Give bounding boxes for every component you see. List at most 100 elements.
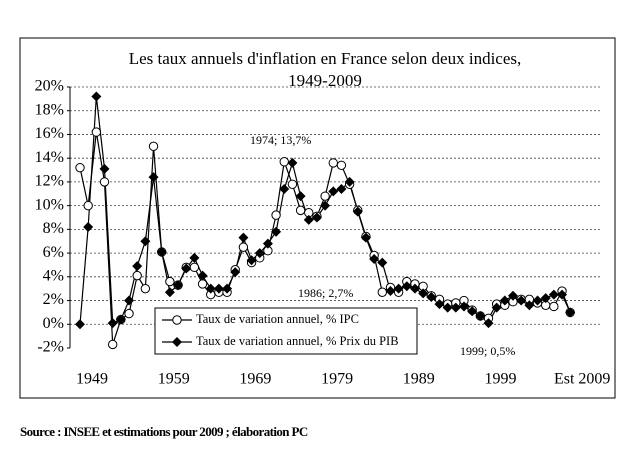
x-tick-label: 1999 [485, 371, 517, 388]
marker [548, 289, 559, 300]
marker [377, 257, 388, 268]
marker [189, 252, 200, 263]
marker [557, 289, 568, 300]
x-tick-label: 1969 [239, 371, 271, 388]
marker [434, 299, 445, 310]
marker [75, 319, 85, 330]
marker [246, 255, 257, 266]
marker [99, 177, 110, 187]
legend: Taux de variation annuel, % IPC Taux de v… [154, 307, 418, 355]
marker [238, 242, 249, 252]
marker [75, 162, 85, 173]
y-tick-label: 4% [43, 267, 64, 284]
marker [409, 283, 420, 294]
marker [197, 270, 208, 281]
chart-title: 1949-2009 [288, 71, 362, 90]
marker [377, 287, 387, 297]
legend-box [154, 307, 418, 355]
marker [344, 176, 355, 187]
y-tick-label: 20% [35, 78, 64, 95]
annotation: 1974; 13,7% [250, 133, 311, 147]
y-tick-label: 2% [43, 291, 64, 308]
marker [565, 307, 576, 318]
annotation: 1986; 2,7% [298, 286, 353, 300]
marker [287, 157, 298, 168]
marker [336, 160, 347, 171]
marker [491, 302, 502, 313]
y-tick-label: 6% [43, 244, 64, 261]
marker [524, 300, 535, 311]
x-tick-label: 1949 [76, 371, 108, 388]
marker [442, 302, 453, 313]
marker [238, 232, 249, 243]
x-tick-label: 1979 [321, 371, 353, 388]
marker [320, 191, 330, 201]
marker [549, 301, 559, 312]
marker [303, 214, 314, 225]
marker [369, 254, 380, 265]
marker [295, 205, 306, 216]
marker [148, 172, 159, 183]
marker [140, 236, 151, 247]
marker [540, 293, 551, 304]
marker [230, 267, 241, 278]
marker [115, 314, 126, 325]
marker [328, 158, 338, 168]
marker [401, 281, 412, 292]
y-tick-label: 0% [43, 315, 64, 332]
x-tick-label: Est 2009 [554, 371, 610, 388]
marker [311, 212, 322, 223]
marker [532, 295, 543, 306]
y-tick-label: -2% [37, 339, 64, 356]
legend-marker [172, 337, 182, 347]
marker [467, 306, 478, 317]
y-tick-label: 12% [35, 173, 64, 190]
marker [320, 200, 331, 211]
marker [107, 339, 118, 350]
y-tick-label: 16% [35, 125, 64, 142]
marker [385, 286, 396, 297]
chart-frame [19, 37, 616, 399]
y-tick-label: 10% [35, 196, 64, 213]
marker [287, 179, 298, 189]
marker [499, 295, 510, 306]
source-note: Source : INSEE et estimations pour 2009 … [20, 424, 308, 439]
legend-marker [172, 315, 182, 325]
marker [458, 301, 469, 312]
marker [426, 291, 437, 302]
marker [83, 221, 94, 232]
annotation: 1999; 0,5% [460, 344, 515, 358]
marker [99, 163, 110, 174]
marker [222, 283, 233, 294]
marker [271, 210, 281, 220]
legend-label: Taux de variation annuel, % IPC [196, 312, 359, 326]
marker [213, 283, 224, 294]
marker [83, 200, 93, 211]
marker [516, 295, 527, 306]
marker [132, 261, 143, 272]
marker [124, 308, 134, 319]
marker [508, 290, 519, 301]
marker [189, 262, 200, 273]
marker [156, 246, 167, 257]
y-tick-label: 14% [35, 149, 64, 166]
marker [336, 184, 347, 195]
legend-label: Taux de variation annuel, % Prix du PIB [196, 334, 399, 348]
marker [164, 287, 175, 298]
x-tick-label: 1989 [403, 371, 435, 388]
marker [91, 91, 102, 102]
marker [140, 283, 151, 294]
y-tick-label: 18% [35, 101, 64, 118]
marker [279, 157, 289, 167]
marker [205, 283, 216, 294]
marker [352, 206, 363, 217]
marker [181, 263, 192, 274]
marker [360, 232, 371, 243]
marker [132, 270, 142, 281]
marker [271, 226, 282, 237]
chart-title: Les taux annuels d'inflation en France s… [129, 49, 522, 68]
marker [173, 280, 184, 291]
marker [262, 238, 273, 249]
marker [393, 283, 404, 294]
